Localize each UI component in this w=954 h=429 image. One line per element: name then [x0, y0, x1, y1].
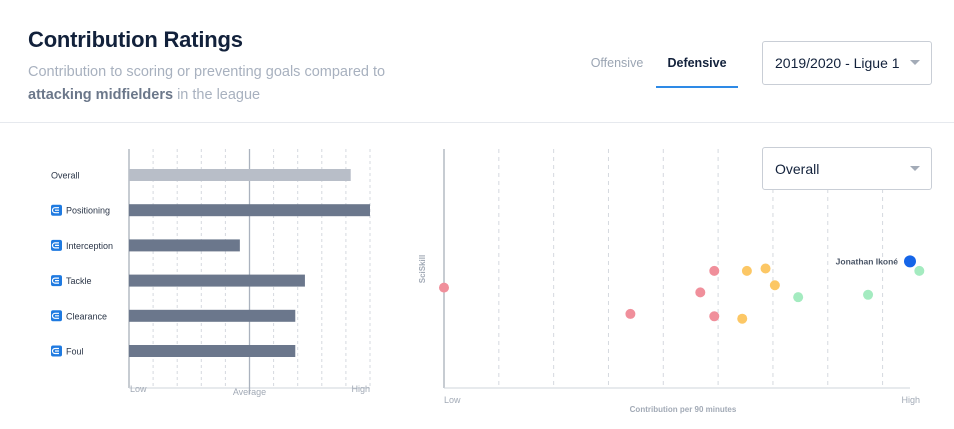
- x-tick-label: Low: [444, 395, 461, 405]
- defense-icon-glyph: [51, 242, 59, 249]
- bar-overall: [129, 169, 351, 181]
- scatter-point: [709, 265, 720, 276]
- metric-select[interactable]: Overall: [762, 147, 932, 190]
- x-tick-label: Average: [233, 387, 266, 397]
- x-tick-label: High: [351, 384, 370, 394]
- bar-clearance: [129, 309, 296, 322]
- bar-positioning: [129, 204, 370, 217]
- y-tick-label: Foul: [66, 347, 84, 357]
- tab-offensive[interactable]: Offensive: [590, 56, 644, 70]
- subtitle-suffix: in the league: [177, 87, 261, 103]
- contribution-scatter-plot: SciSkill Low High Contribution per 90 minut…: [418, 149, 925, 414]
- defense-icon-glyph: [51, 207, 59, 214]
- card-header: Contribution Ratings Contribution to sco…: [0, 0, 954, 123]
- scatter-point: [709, 311, 720, 322]
- x-tick-label: High: [901, 395, 920, 405]
- season-select-value: 2019/2020 - Ligue 1: [775, 55, 900, 71]
- defense-icon-glyph: [51, 277, 59, 284]
- scatter-point: [760, 263, 771, 274]
- subtitle-text: Contribution to scoring or preventing go…: [28, 64, 386, 80]
- y-tick-label: Interception: [66, 241, 113, 251]
- highlighted-player-label: Jonathan Ikoné: [836, 256, 899, 266]
- chevron-down-icon: [910, 166, 920, 171]
- defense-icon-glyph: [51, 347, 59, 355]
- scatter-point: [863, 289, 874, 300]
- scatter-point: [439, 282, 449, 293]
- scatter-point: [793, 292, 804, 303]
- subtitle-highlight: attacking midfielders: [28, 87, 174, 103]
- tab-defensive[interactable]: Defensive: [656, 48, 738, 88]
- defense-icon-glyph: [51, 312, 59, 319]
- scatter-point: [695, 287, 706, 298]
- highlighted-player-point: [904, 255, 916, 268]
- y-tick-label: Clearance: [66, 311, 107, 321]
- y-tick-label: Positioning: [66, 206, 110, 216]
- rating-bar-chart: Low Average High Overall Positioning Intercep…: [51, 149, 371, 397]
- scatter-point: [737, 313, 748, 324]
- x-tick-label: Low: [130, 384, 147, 394]
- bar-interception: [129, 239, 240, 252]
- y-tick-label: Tackle: [66, 276, 92, 286]
- bar-foul: [129, 345, 296, 357]
- scatter-point: [741, 265, 752, 276]
- y-tick-label: Overall: [51, 171, 80, 181]
- chevron-down-icon: [910, 60, 920, 65]
- subtitle: Contribution to scoring or preventing go…: [28, 61, 428, 107]
- page-title: Contribution Ratings: [28, 27, 243, 52]
- y-axis-label: SciSkill: [418, 255, 427, 283]
- metric-select-value: Overall: [775, 161, 820, 177]
- scatter-point: [914, 265, 925, 276]
- scatter-point: [769, 280, 780, 291]
- x-axis-label: Contribution per 90 minutes: [630, 405, 737, 414]
- scatter-point: [625, 308, 636, 319]
- season-select[interactable]: 2019/2020 - Ligue 1: [762, 41, 932, 85]
- bar-tackle: [129, 274, 305, 287]
